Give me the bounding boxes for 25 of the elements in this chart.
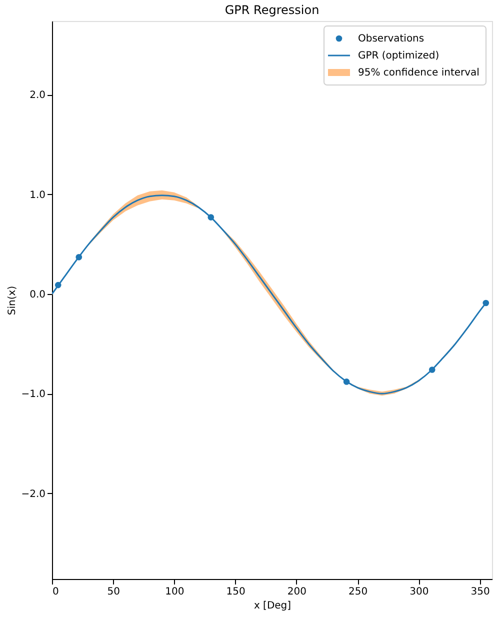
y-tick-label: 2.0	[30, 90, 46, 102]
x-tick-label: 100	[165, 586, 184, 598]
y-tick-label: 1.0	[30, 190, 46, 201]
x-tick-label: 200	[287, 586, 306, 598]
point	[428, 366, 436, 373]
point	[343, 378, 350, 385]
y-tick-label: −2.0	[21, 488, 46, 500]
x-axis-title: x [Deg]	[254, 600, 292, 612]
x-tick-label: 50	[107, 586, 120, 598]
x-tick-label: 0	[52, 586, 59, 598]
x-tick-label: 300	[410, 586, 429, 598]
legend-label: GPR (optimized)	[358, 50, 440, 62]
legend-label: Observations	[358, 34, 424, 44]
y-axis-title: Sin(x)	[7, 286, 18, 316]
chart-title: GPR Regression	[224, 3, 320, 17]
x-tick-label: 250	[348, 586, 368, 598]
legend-label: 95% confidence interval	[358, 68, 480, 78]
x-tick-label: 150	[226, 586, 246, 598]
point	[76, 254, 82, 260]
point	[482, 300, 490, 306]
point	[54, 282, 62, 288]
point	[208, 214, 214, 220]
x-tick-label: 350	[470, 586, 490, 598]
y-tick-label: −1.0	[21, 389, 46, 400]
y-tick-label: 0.0	[30, 290, 46, 301]
